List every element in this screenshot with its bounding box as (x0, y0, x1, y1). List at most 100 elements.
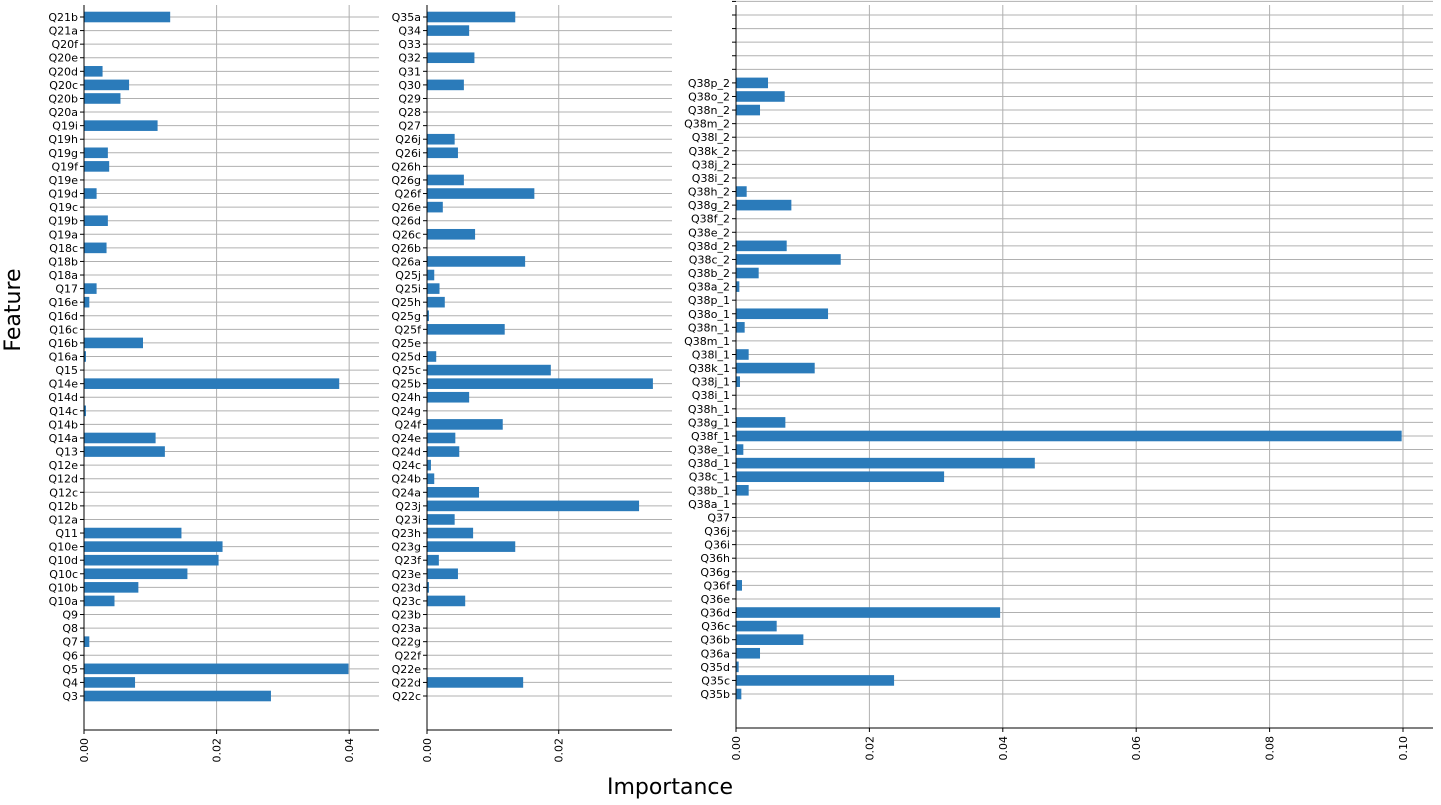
y-tick-label: Q38d_1 (688, 457, 730, 470)
y-tick-label: Q24e (392, 432, 422, 445)
y-tick-label: Q22g (391, 636, 421, 649)
x-tick-label: 0.10 (1397, 736, 1410, 761)
bar (736, 457, 1035, 469)
bar (84, 337, 143, 349)
y-tick-label: Q14a (49, 432, 78, 445)
y-tick-label: Q12c (49, 486, 78, 499)
bar (84, 351, 86, 362)
y-tick-label: Q34 (398, 25, 421, 38)
bar (427, 25, 470, 36)
bar (736, 620, 777, 632)
bar (736, 281, 740, 292)
bar (427, 554, 439, 566)
y-tick-label: Q20f (51, 38, 79, 51)
bar (736, 91, 785, 102)
y-tick-label: Q20c (49, 79, 78, 92)
bar (427, 487, 480, 498)
y-tick-label: Q36b (700, 634, 730, 647)
y-tick-label: Q38a_2 (688, 281, 730, 294)
y-tick-label: Q25b (391, 378, 421, 391)
bar (736, 186, 747, 197)
y-tick-label: Q38h_2 (688, 186, 730, 199)
bar (84, 432, 156, 444)
bar (84, 147, 108, 159)
y-tick-label: Q18c (49, 242, 78, 255)
y-tick-label: Q38n_2 (688, 104, 730, 117)
y-tick-label: Q35b (700, 688, 730, 701)
y-tick-label: Q26d (391, 215, 421, 228)
bar (736, 322, 745, 333)
y-tick-label: Q36h (700, 552, 730, 565)
bar (84, 188, 97, 199)
y-tick-label: Q20a (49, 106, 78, 119)
y-tick-label: Q38e_2 (688, 226, 730, 239)
y-tick-label: Q23e (392, 568, 422, 581)
bar (84, 93, 121, 104)
y-tick-label: Q27 (398, 120, 421, 133)
y-tick-label: Q35a (392, 11, 421, 24)
y-tick-label: Q10c (49, 568, 78, 581)
bar (736, 104, 761, 116)
y-tick-label: Q14e (49, 378, 79, 391)
bar (84, 242, 107, 254)
y-tick-label: Q38d_2 (688, 240, 730, 253)
y-tick-label: Q38c_1 (689, 471, 730, 484)
y-tick-label: Q17 (55, 283, 78, 296)
y-tick-label: Q6 (62, 649, 78, 662)
y-tick-label: Q12b (48, 500, 78, 513)
bar (427, 541, 516, 552)
y-tick-label: Q12a (49, 513, 78, 526)
y-tick-label: Q22c (392, 690, 421, 703)
x-tick-label: 0.02 (553, 738, 566, 763)
bar (736, 634, 804, 645)
y-tick-label: Q19g (48, 147, 78, 160)
y-tick-label: Q38k_2 (688, 145, 730, 158)
bar (427, 52, 475, 64)
y-tick-label: Q10a (49, 595, 78, 608)
bar (427, 133, 455, 145)
y-tick-label: Q16d (48, 310, 78, 323)
y-tick-label: Q26j (395, 133, 421, 146)
bar (427, 269, 435, 281)
y-tick-label: Q36g (700, 566, 730, 579)
y-tick-label: Q16a (49, 351, 78, 364)
y-tick-label: Q38o_1 (688, 308, 730, 321)
bar (84, 636, 90, 647)
y-tick-label: Q24b (391, 473, 421, 486)
y-tick-label: Q38l_2 (692, 131, 730, 144)
y-tick-label: Q19d (48, 188, 78, 201)
x-tick-label: 0.00 (421, 738, 434, 763)
bar (427, 459, 431, 471)
bar (84, 161, 110, 172)
bar (84, 405, 86, 417)
y-tick-label: Q4 (62, 676, 78, 689)
y-tick-label: Q5 (62, 663, 78, 676)
bar (84, 296, 90, 308)
y-tick-label: Q23c (392, 595, 421, 608)
bar (84, 120, 158, 131)
y-tick-label: Q38j_1 (692, 376, 730, 389)
y-tick-label: Q38e_1 (688, 444, 730, 457)
bar (427, 174, 464, 186)
y-tick-label: Q37 (707, 511, 730, 524)
y-tick-label: Q26g (391, 174, 421, 187)
y-tick-label: Q16e (49, 296, 79, 309)
y-tick-label: Q23d (391, 581, 421, 594)
bar (427, 310, 429, 322)
y-tick-label: Q38c_2 (689, 253, 730, 266)
y-tick-label: Q38b_2 (688, 267, 730, 280)
x-tick-label: 0.06 (1130, 736, 1143, 761)
bar (736, 471, 945, 483)
bar (736, 199, 792, 211)
x-axis-title: Importance (607, 775, 733, 800)
y-tick-label: Q25d (391, 351, 421, 364)
y-tick-label: Q29 (398, 92, 421, 105)
x-tick-label: 0.04 (997, 736, 1010, 761)
bar (736, 675, 895, 686)
bar (427, 378, 653, 389)
bar (427, 351, 437, 362)
y-tick-label: Q21a (49, 25, 78, 38)
y-tick-label: Q20e (49, 52, 79, 65)
bar (427, 296, 445, 308)
y-tick-label: Q38j_2 (692, 158, 730, 171)
